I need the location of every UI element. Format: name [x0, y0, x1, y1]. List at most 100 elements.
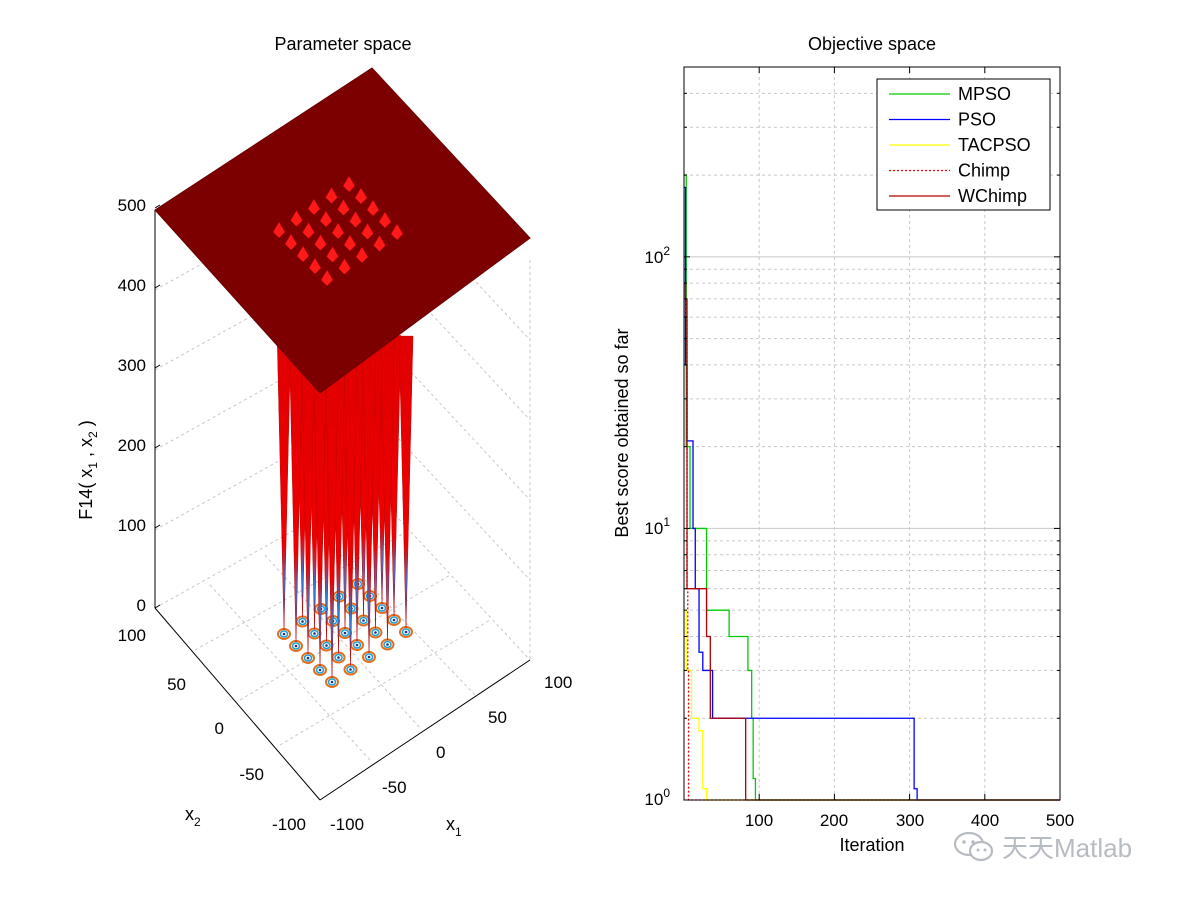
- surface-dimple: [290, 210, 303, 227]
- surface-spike: [276, 329, 292, 631]
- x-tick-label: 300: [896, 811, 924, 830]
- watermark: 天天Matlab: [952, 828, 1132, 865]
- z-tick: 500: [118, 196, 146, 215]
- plot-frame: [683, 66, 1061, 801]
- surface-dimple: [342, 175, 356, 193]
- left-panel-title: Parameter space: [274, 34, 411, 54]
- contour-ring: [389, 616, 399, 624]
- contour-ring: [371, 628, 380, 637]
- surface-dimple: [343, 234, 357, 252]
- x1-axis-label: x1: [446, 814, 462, 839]
- surface-dimple: [337, 199, 350, 216]
- x-tick-label: 400: [971, 811, 999, 830]
- chart-title: Objective space: [808, 34, 936, 54]
- x2-tick: 50: [167, 675, 186, 694]
- contour-ring: [303, 654, 313, 662]
- surface-dimple: [354, 187, 368, 205]
- x-tick-labels: 100 200 300 400 500: [745, 811, 1074, 830]
- legend: MPSO PSO TACPSO Chimp WChimp: [876, 78, 1051, 211]
- contour-ring: [322, 641, 331, 650]
- series-line-mpso: [684, 174, 1060, 801]
- x2-tick: 0: [215, 719, 224, 738]
- surface-dimple: [308, 257, 322, 275]
- contour-center: [301, 620, 304, 623]
- surface-dimple: [272, 221, 286, 239]
- surface-dimple: [331, 222, 345, 240]
- contour-ring: [334, 653, 343, 662]
- legend-label: TACPSO: [958, 135, 1031, 155]
- contour-center: [404, 630, 408, 634]
- z-tick: 200: [118, 436, 146, 455]
- contour-ring: [327, 678, 337, 686]
- legend-label: WChimp: [958, 186, 1027, 206]
- parameter-space-panel: Parameter space: [76, 34, 572, 839]
- contour-center: [313, 632, 316, 635]
- contour-ring: [315, 666, 325, 674]
- contour-center: [306, 656, 310, 660]
- surface-dimple: [325, 187, 338, 204]
- z-tick: 0: [137, 596, 146, 615]
- contour-center: [349, 668, 352, 671]
- contour-center: [330, 680, 334, 684]
- contour-ring: [377, 604, 387, 612]
- contour-center: [318, 668, 322, 672]
- y-axis-label: Best score obtained so far: [612, 328, 632, 537]
- surface-dimple: [355, 246, 369, 264]
- contour-center: [392, 618, 396, 622]
- x2-tick: -100: [272, 815, 306, 834]
- contour-ring: [340, 629, 350, 637]
- contour-center: [343, 631, 347, 635]
- contour-ring: [359, 616, 368, 625]
- x2-tick: 100: [118, 626, 146, 645]
- contour-ring: [298, 617, 307, 626]
- surface-dimple: [326, 246, 339, 263]
- x1-tick: 50: [488, 708, 507, 727]
- axis-box: [154, 210, 531, 801]
- z-tick-labels: 0 100 200 300 400 500: [118, 196, 146, 615]
- y-tick-label: 101: [644, 515, 670, 538]
- contour-center: [367, 655, 371, 659]
- x2-tick: -50: [239, 765, 264, 784]
- contour-ring: [352, 641, 362, 649]
- z-tick: 100: [118, 516, 146, 535]
- surface-spike: [398, 335, 414, 629]
- surface-dimples: [272, 175, 404, 287]
- contour-ring: [310, 629, 319, 638]
- surface-dimple: [338, 258, 351, 275]
- contour-center: [362, 619, 365, 622]
- surface-dimple: [378, 211, 392, 229]
- contour-ring: [364, 653, 374, 661]
- x2-axis-label: x2: [185, 804, 201, 829]
- objective-space-panel: Objective space 100 101 102 100 200 300 …: [612, 34, 1074, 855]
- z-tick-marks: [154, 204, 161, 609]
- x1-tick: 0: [436, 743, 445, 762]
- z-tick: 400: [118, 276, 146, 295]
- surface-dimple: [361, 223, 374, 240]
- surface-dimple: [373, 235, 386, 252]
- surface-dimple: [319, 210, 333, 228]
- contour-center: [294, 644, 298, 648]
- contour-ring: [346, 665, 355, 674]
- surface-dimple: [366, 199, 380, 217]
- surface-dimple: [302, 222, 315, 239]
- contour-center: [380, 606, 384, 610]
- x-tick-label: 500: [1046, 811, 1074, 830]
- surface-dimple: [296, 245, 310, 263]
- surface-dimple: [284, 233, 298, 251]
- series-line-tacpso: [684, 609, 1060, 801]
- legend-label: Chimp: [958, 161, 1010, 181]
- y-tick-label: 102: [644, 244, 670, 267]
- x-tick-label: 100: [745, 811, 773, 830]
- contour-center: [374, 631, 377, 634]
- legend-items: MPSO PSO TACPSO Chimp WChimp: [889, 84, 1031, 206]
- x-tick-label: 200: [820, 811, 848, 830]
- plot-ticks: [684, 66, 1061, 801]
- x1-tick: 100: [544, 673, 572, 692]
- surface-dimple: [307, 198, 321, 216]
- surface-dimple: [314, 234, 327, 251]
- contour-ring: [401, 628, 411, 636]
- contour-center: [355, 643, 359, 647]
- contour-ring: [291, 642, 301, 650]
- contour-center: [386, 643, 389, 646]
- surface-dimple: [320, 269, 334, 287]
